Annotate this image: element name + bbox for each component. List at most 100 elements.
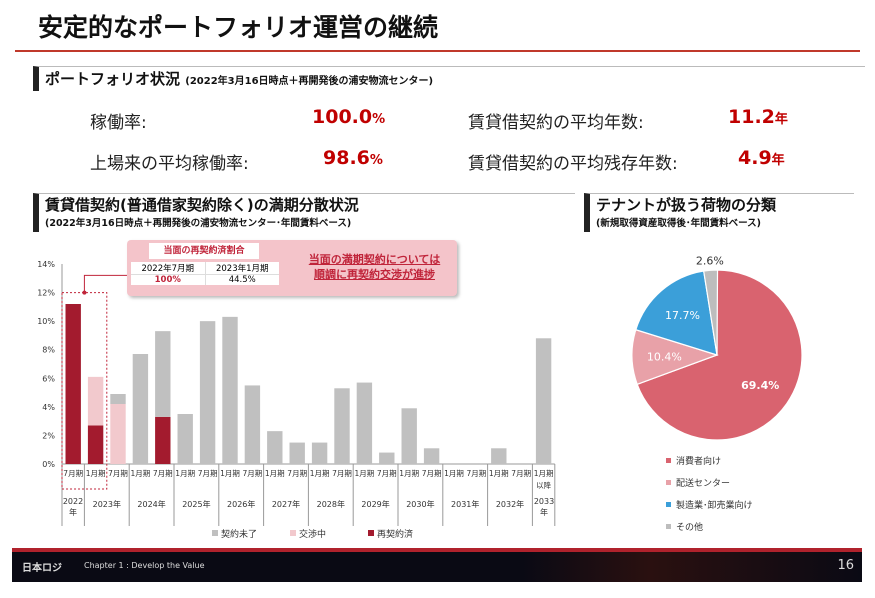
x-tick-label: 1月期 <box>444 469 464 478</box>
y-tick-label: 2% <box>42 431 55 440</box>
x-tick-label: 1月期 <box>355 469 375 478</box>
bar-契約未了 <box>401 408 417 464</box>
pie-slice-その他 <box>703 269 719 356</box>
pie-label: 10.4% <box>647 350 682 363</box>
year-label-2033: 2033年 <box>533 497 555 517</box>
y-tick-label: 8% <box>42 346 55 355</box>
x-tick-label: 7月期 <box>422 469 442 478</box>
metric-label-avg-occupancy: 上場来の平均稼働率: <box>90 154 249 174</box>
x-tick-label: 7月期 <box>377 469 397 478</box>
bar-契約未了 <box>177 414 193 464</box>
year-label: 2027年 <box>272 499 300 509</box>
bar-契約未了 <box>379 452 395 464</box>
x-tick-label: 1月期 <box>489 469 509 478</box>
footer-page-number: 16 <box>837 558 854 573</box>
tenant-note: (新規取得資産取得後･年間賃料ベース) <box>596 218 761 229</box>
legend-label: 交渉中 <box>299 528 326 540</box>
bar-契約未了 <box>267 431 283 464</box>
x-tick-label: 7月期 <box>467 469 487 478</box>
tenant-pie-chart: 69.4% 消費者向け 10.4% 配送センター 17.7% 製造業･卸売業向け 2.6% そ… <box>631 254 803 533</box>
legend-label: 消費者向け <box>676 455 721 467</box>
x-tick-label: 7月期 <box>332 469 352 478</box>
y-tick-label: 6% <box>42 374 55 383</box>
year-label-2022: 2022年 <box>62 497 84 517</box>
bar-契約未了 <box>289 442 305 464</box>
highlight-box <box>61 292 108 490</box>
x-tick-label: 1月期 <box>399 469 419 478</box>
legend-label: 再契約済 <box>377 528 413 540</box>
y-tick-label: 4% <box>42 403 55 412</box>
year-label: 2026年 <box>227 499 255 509</box>
legend-swatch <box>666 524 671 529</box>
footer-bar: 日本ロジ Chapter 1 : Develop the Value 16 <box>12 548 862 582</box>
x-tick-label: 1月期 <box>220 469 240 478</box>
bar-契約未了 <box>356 382 373 464</box>
bar-契約未了 <box>155 331 171 417</box>
legend-label: 契約未了 <box>221 528 257 540</box>
y-tick-label: 0% <box>42 460 55 469</box>
legend-swatch <box>368 530 374 536</box>
callout-col2: 2023年1月期 <box>215 264 269 274</box>
callout-message: 当面の満期契約については 順調に再契約交渉が進捗 <box>308 253 441 281</box>
x-tick-label: 7月期 <box>511 469 531 478</box>
metric-label-avg-lease-term: 賃貸借契約の平均年数: <box>468 113 644 133</box>
metric-value-occupancy: 100.0% <box>312 106 386 128</box>
bar-契約未了 <box>334 388 350 464</box>
year-label: 2031年 <box>451 499 479 509</box>
x-tick-label: 以降 <box>536 480 551 490</box>
tenant-section-header: テナントが扱う荷物の分類 (新規取得資産取得後･年間賃料ベース) <box>584 193 854 232</box>
x-tick-label: 1月期 <box>310 469 330 478</box>
x-tick-label: 7月期 <box>153 469 173 478</box>
metric-label-occupancy: 稼働率: <box>90 113 147 133</box>
year-label: 2023年 <box>93 499 121 509</box>
bar-再契約済 <box>155 416 171 464</box>
metric-label-avg-remaining: 賃貸借契約の平均残存年数: <box>468 154 678 174</box>
bar-契約未了 <box>491 448 507 464</box>
footer-chapter: Chapter 1 : Develop the Value <box>84 561 205 570</box>
portfolio-section-header: ポートフォリオ状況 (2022年3月16日時点＋再開発後の浦安物流センター) <box>33 66 865 91</box>
bar-契約未了 <box>244 385 261 464</box>
pie-slice-消費者向け <box>636 269 803 441</box>
title-divider <box>15 50 860 52</box>
bar-契約未了 <box>311 442 328 464</box>
bar-交渉中 <box>110 404 126 464</box>
year-label: 2024年 <box>137 499 165 509</box>
x-tick-label: 7月期 <box>287 469 307 478</box>
callout-table: 2022年7月期 2023年1月期 100% 44.5% <box>131 262 279 285</box>
expiry-note: (2022年3月16日時点＋再開発後の浦安物流センター･年間賃料ベース) <box>45 218 352 229</box>
portfolio-heading: ポートフォリオ状況 <box>45 70 181 88</box>
pie-label: 2.6% <box>696 254 724 267</box>
legend-label: 製造業･卸売業向け <box>676 499 753 511</box>
bar-契約未了 <box>132 354 149 464</box>
year-label: 2030年 <box>406 499 434 509</box>
year-label: 2029年 <box>361 499 389 509</box>
metric-value-avg-remaining: 4.9年 <box>738 147 785 169</box>
metric-value-avg-occupancy: 98.6% <box>323 147 383 169</box>
callout-val1: 100% <box>131 275 206 285</box>
year-label: 2032年 <box>496 499 524 509</box>
callout-val2: 44.5% <box>228 275 256 285</box>
x-tick-label: 1月期 <box>86 469 106 478</box>
legend-swatch <box>666 458 671 463</box>
callout-title: 当面の再契約済割合 <box>149 243 259 259</box>
callout-connector <box>83 274 127 293</box>
expiry-bar-chart: 0%2%4%6%8%10%12%14%7月期 1月期 7月期 1月期 7月期 1月期 7月期… <box>37 260 556 540</box>
x-tick-label: 1月期 <box>534 469 554 478</box>
pie-label: 69.4% <box>741 379 779 392</box>
metric-value-avg-lease-term: 11.2年 <box>728 106 788 128</box>
x-tick-label: 1月期 <box>131 469 151 478</box>
x-tick-label: 1月期 <box>175 469 195 478</box>
portfolio-note: (2022年3月16日時点＋再開発後の浦安物流センター) <box>185 76 434 87</box>
page-title: 安定的なポートフォリオ運営の継続 <box>38 13 439 42</box>
expiry-heading: 賃貸借契約(普通借家契約除く)の満期分散状況 <box>45 196 359 214</box>
legend-label: 配送センター <box>676 477 730 489</box>
legend-swatch <box>290 530 296 536</box>
x-tick-label: 1月期 <box>265 469 285 478</box>
legend-swatch <box>666 480 671 485</box>
x-tick-label: 7月期 <box>108 469 128 478</box>
x-tick-label: 7月期 <box>198 469 218 478</box>
footer-logo: 日本ロジ <box>22 563 62 574</box>
year-label: 2028年 <box>317 499 345 509</box>
year-label: 2025年 <box>182 499 210 509</box>
renewal-callout: 当面の再契約済割合 2022年7月期 2023年1月期 100% 44.5% 当面の… <box>127 240 457 296</box>
